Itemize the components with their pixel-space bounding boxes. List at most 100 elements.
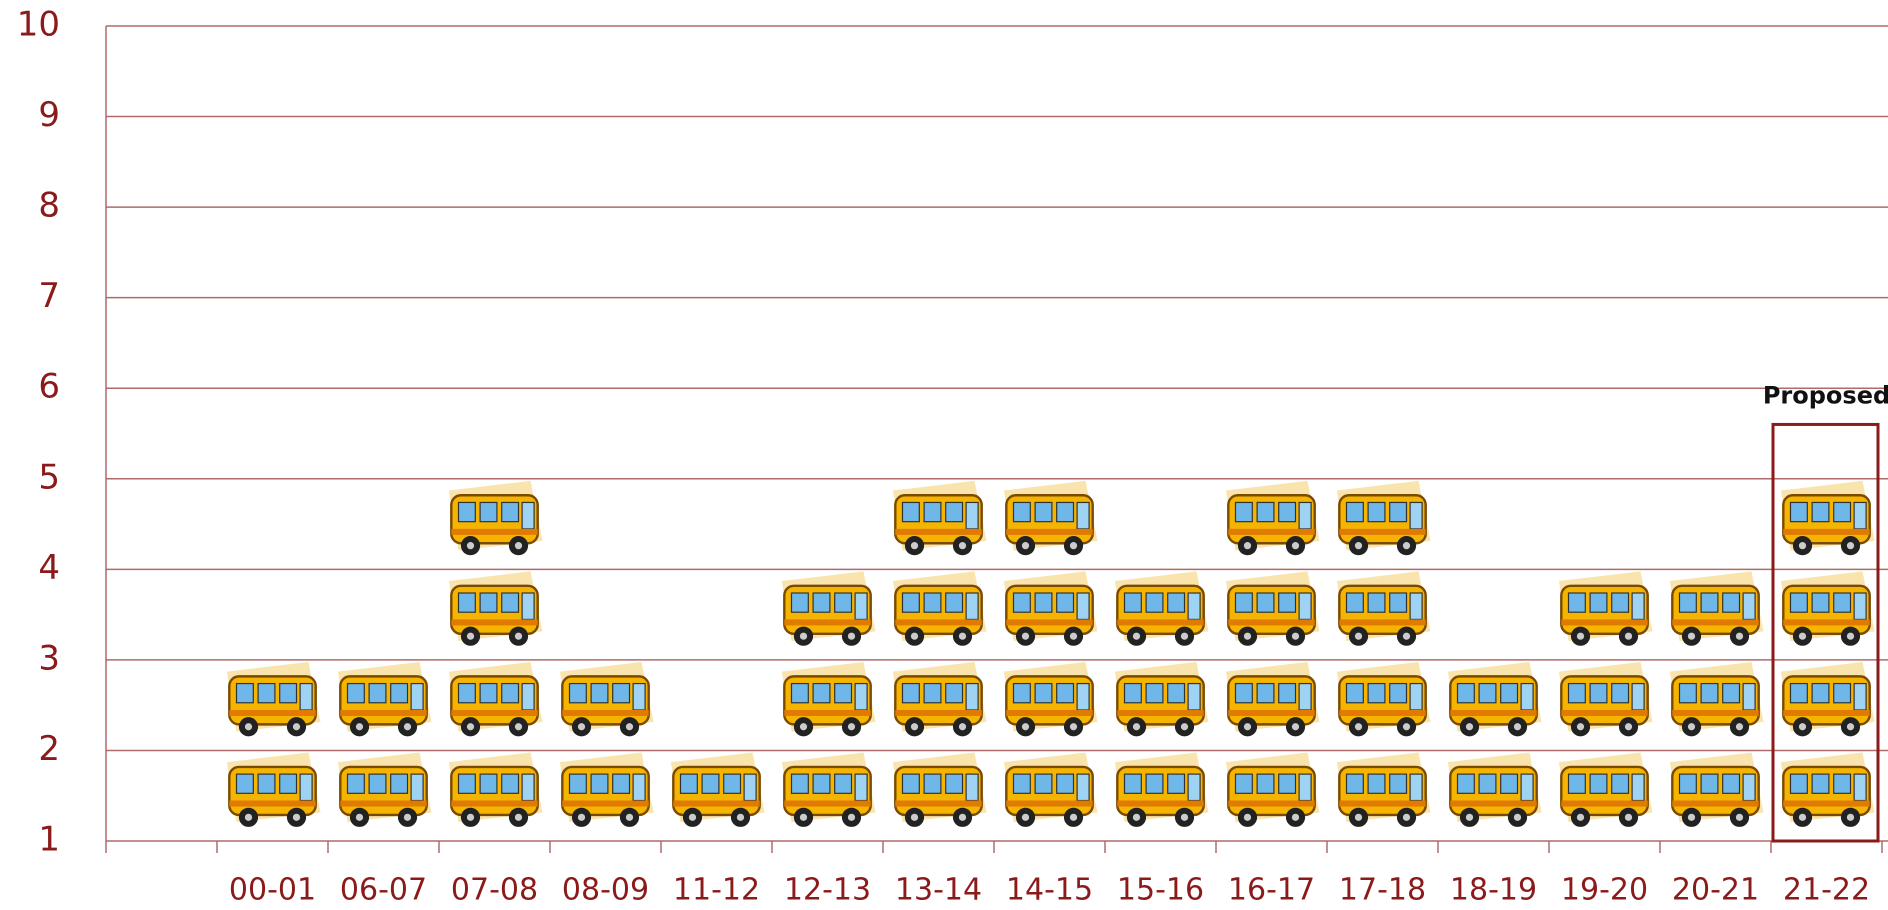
bus-shape <box>893 571 987 645</box>
bus-shape <box>1226 481 1320 555</box>
bus-stack <box>449 481 543 827</box>
x-tick-label: 13-14 <box>895 873 982 908</box>
bus-stack <box>1781 481 1875 827</box>
annotation: Proposed <box>1763 381 1888 409</box>
bus-shape <box>227 662 321 736</box>
bus-icon <box>671 753 765 827</box>
bus-shape <box>449 753 543 827</box>
x-tick-label: 08-09 <box>562 873 649 908</box>
bus-icon <box>1004 753 1098 827</box>
bus-stack <box>1670 571 1764 827</box>
bus-shape <box>1559 753 1653 827</box>
bus-icon <box>1115 571 1209 645</box>
y-tick-label: 2 <box>38 729 60 769</box>
x-tick-label: 17-18 <box>1339 873 1426 908</box>
bus-shape <box>1004 753 1098 827</box>
bus-icon <box>1781 571 1875 645</box>
x-tick-label: 14-15 <box>1006 873 1093 908</box>
bus-shape <box>782 753 876 827</box>
bus-shape <box>1448 753 1542 827</box>
bus-shape <box>1670 571 1764 645</box>
bus-icon <box>1115 662 1209 736</box>
bus-shape <box>1337 753 1431 827</box>
x-tick-label: 16-17 <box>1228 873 1315 908</box>
bus-shape <box>1115 571 1209 645</box>
page: {"chart_data": {"type": "pictograph", "c… <box>0 0 1888 910</box>
bus-stack <box>1337 481 1431 827</box>
bus-icon <box>1670 571 1764 645</box>
x-tick-label: 18-19 <box>1450 873 1537 908</box>
bus-icon <box>1781 753 1875 827</box>
bus-shape <box>1004 662 1098 736</box>
bus-icon <box>1448 753 1542 827</box>
bus-icon <box>1337 571 1431 645</box>
bus-shape <box>1448 662 1542 736</box>
x-tick-label: 11-12 <box>673 873 760 908</box>
bus-icon <box>782 571 876 645</box>
bus-icon <box>782 753 876 827</box>
bus-shape <box>1337 481 1431 555</box>
bus-icon <box>1226 662 1320 736</box>
bus-icon <box>1115 753 1209 827</box>
y-tick-label: 7 <box>38 276 60 316</box>
x-tick-label: 21-22 <box>1783 873 1870 908</box>
bus-stack <box>1226 481 1320 827</box>
bus-shape <box>893 481 987 555</box>
x-tick-label: 00-01 <box>229 873 316 908</box>
bus-stack <box>782 571 876 827</box>
bus-shape <box>1781 662 1875 736</box>
bus-shape <box>1781 481 1875 555</box>
bus-icon <box>1448 662 1542 736</box>
bus-stack <box>1004 481 1098 827</box>
bus-icon <box>449 481 543 555</box>
bus-shape <box>1226 571 1320 645</box>
bus-shape <box>893 753 987 827</box>
bus-shape <box>1004 481 1098 555</box>
bus-shape <box>449 662 543 736</box>
bus-shape <box>1670 753 1764 827</box>
bus-icon <box>1781 662 1875 736</box>
bus-icon <box>227 662 321 736</box>
bus-icon <box>1670 753 1764 827</box>
bus-icon <box>560 753 654 827</box>
bus-shape <box>227 753 321 827</box>
bus-icon <box>1337 662 1431 736</box>
bus-shape <box>1559 571 1653 645</box>
bus-stack <box>1115 571 1209 827</box>
bus-shape <box>782 571 876 645</box>
y-tick-label: 4 <box>38 548 60 588</box>
bus-icon <box>893 571 987 645</box>
bus-icon <box>1559 571 1653 645</box>
bus-icon <box>1004 481 1098 555</box>
y-tick-label: 5 <box>38 457 60 497</box>
bus-icon <box>560 662 654 736</box>
bus-shape <box>1337 662 1431 736</box>
bus-stack <box>1448 662 1542 827</box>
bus-stack <box>893 481 987 827</box>
y-tick-label: 10 <box>17 5 60 45</box>
bus-icon <box>449 571 543 645</box>
y-tick-label: 1 <box>38 820 60 860</box>
bus-shape <box>449 571 543 645</box>
x-tick-label: 20-21 <box>1672 873 1759 908</box>
bus-icon <box>1670 662 1764 736</box>
bus-icon <box>1559 753 1653 827</box>
x-tick-label: 06-07 <box>340 873 427 908</box>
bus-stack <box>227 662 321 827</box>
bus-shape <box>782 662 876 736</box>
bus-shape <box>560 662 654 736</box>
bus-icon <box>1226 481 1320 555</box>
bus-icon <box>449 662 543 736</box>
bus-stack <box>338 662 432 827</box>
bus-shape <box>1337 571 1431 645</box>
bus-icon <box>1226 571 1320 645</box>
bus-stack <box>560 662 654 827</box>
bus-shape <box>1115 662 1209 736</box>
bus-icon <box>1337 481 1431 555</box>
bus-shape <box>893 662 987 736</box>
bus-shape <box>1226 753 1320 827</box>
bus-icon <box>449 753 543 827</box>
bus-shape <box>671 753 765 827</box>
bus-icon <box>1559 662 1653 736</box>
y-tick-label: 3 <box>38 638 60 678</box>
